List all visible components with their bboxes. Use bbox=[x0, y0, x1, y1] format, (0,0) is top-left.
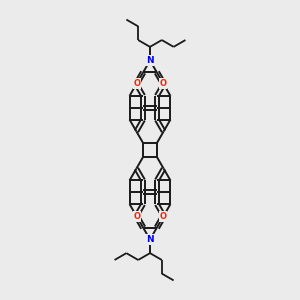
Text: O: O bbox=[160, 212, 167, 221]
Text: O: O bbox=[160, 79, 167, 88]
Text: O: O bbox=[133, 212, 140, 221]
Text: O: O bbox=[133, 79, 140, 88]
Text: N: N bbox=[146, 235, 154, 244]
Text: N: N bbox=[146, 56, 154, 65]
